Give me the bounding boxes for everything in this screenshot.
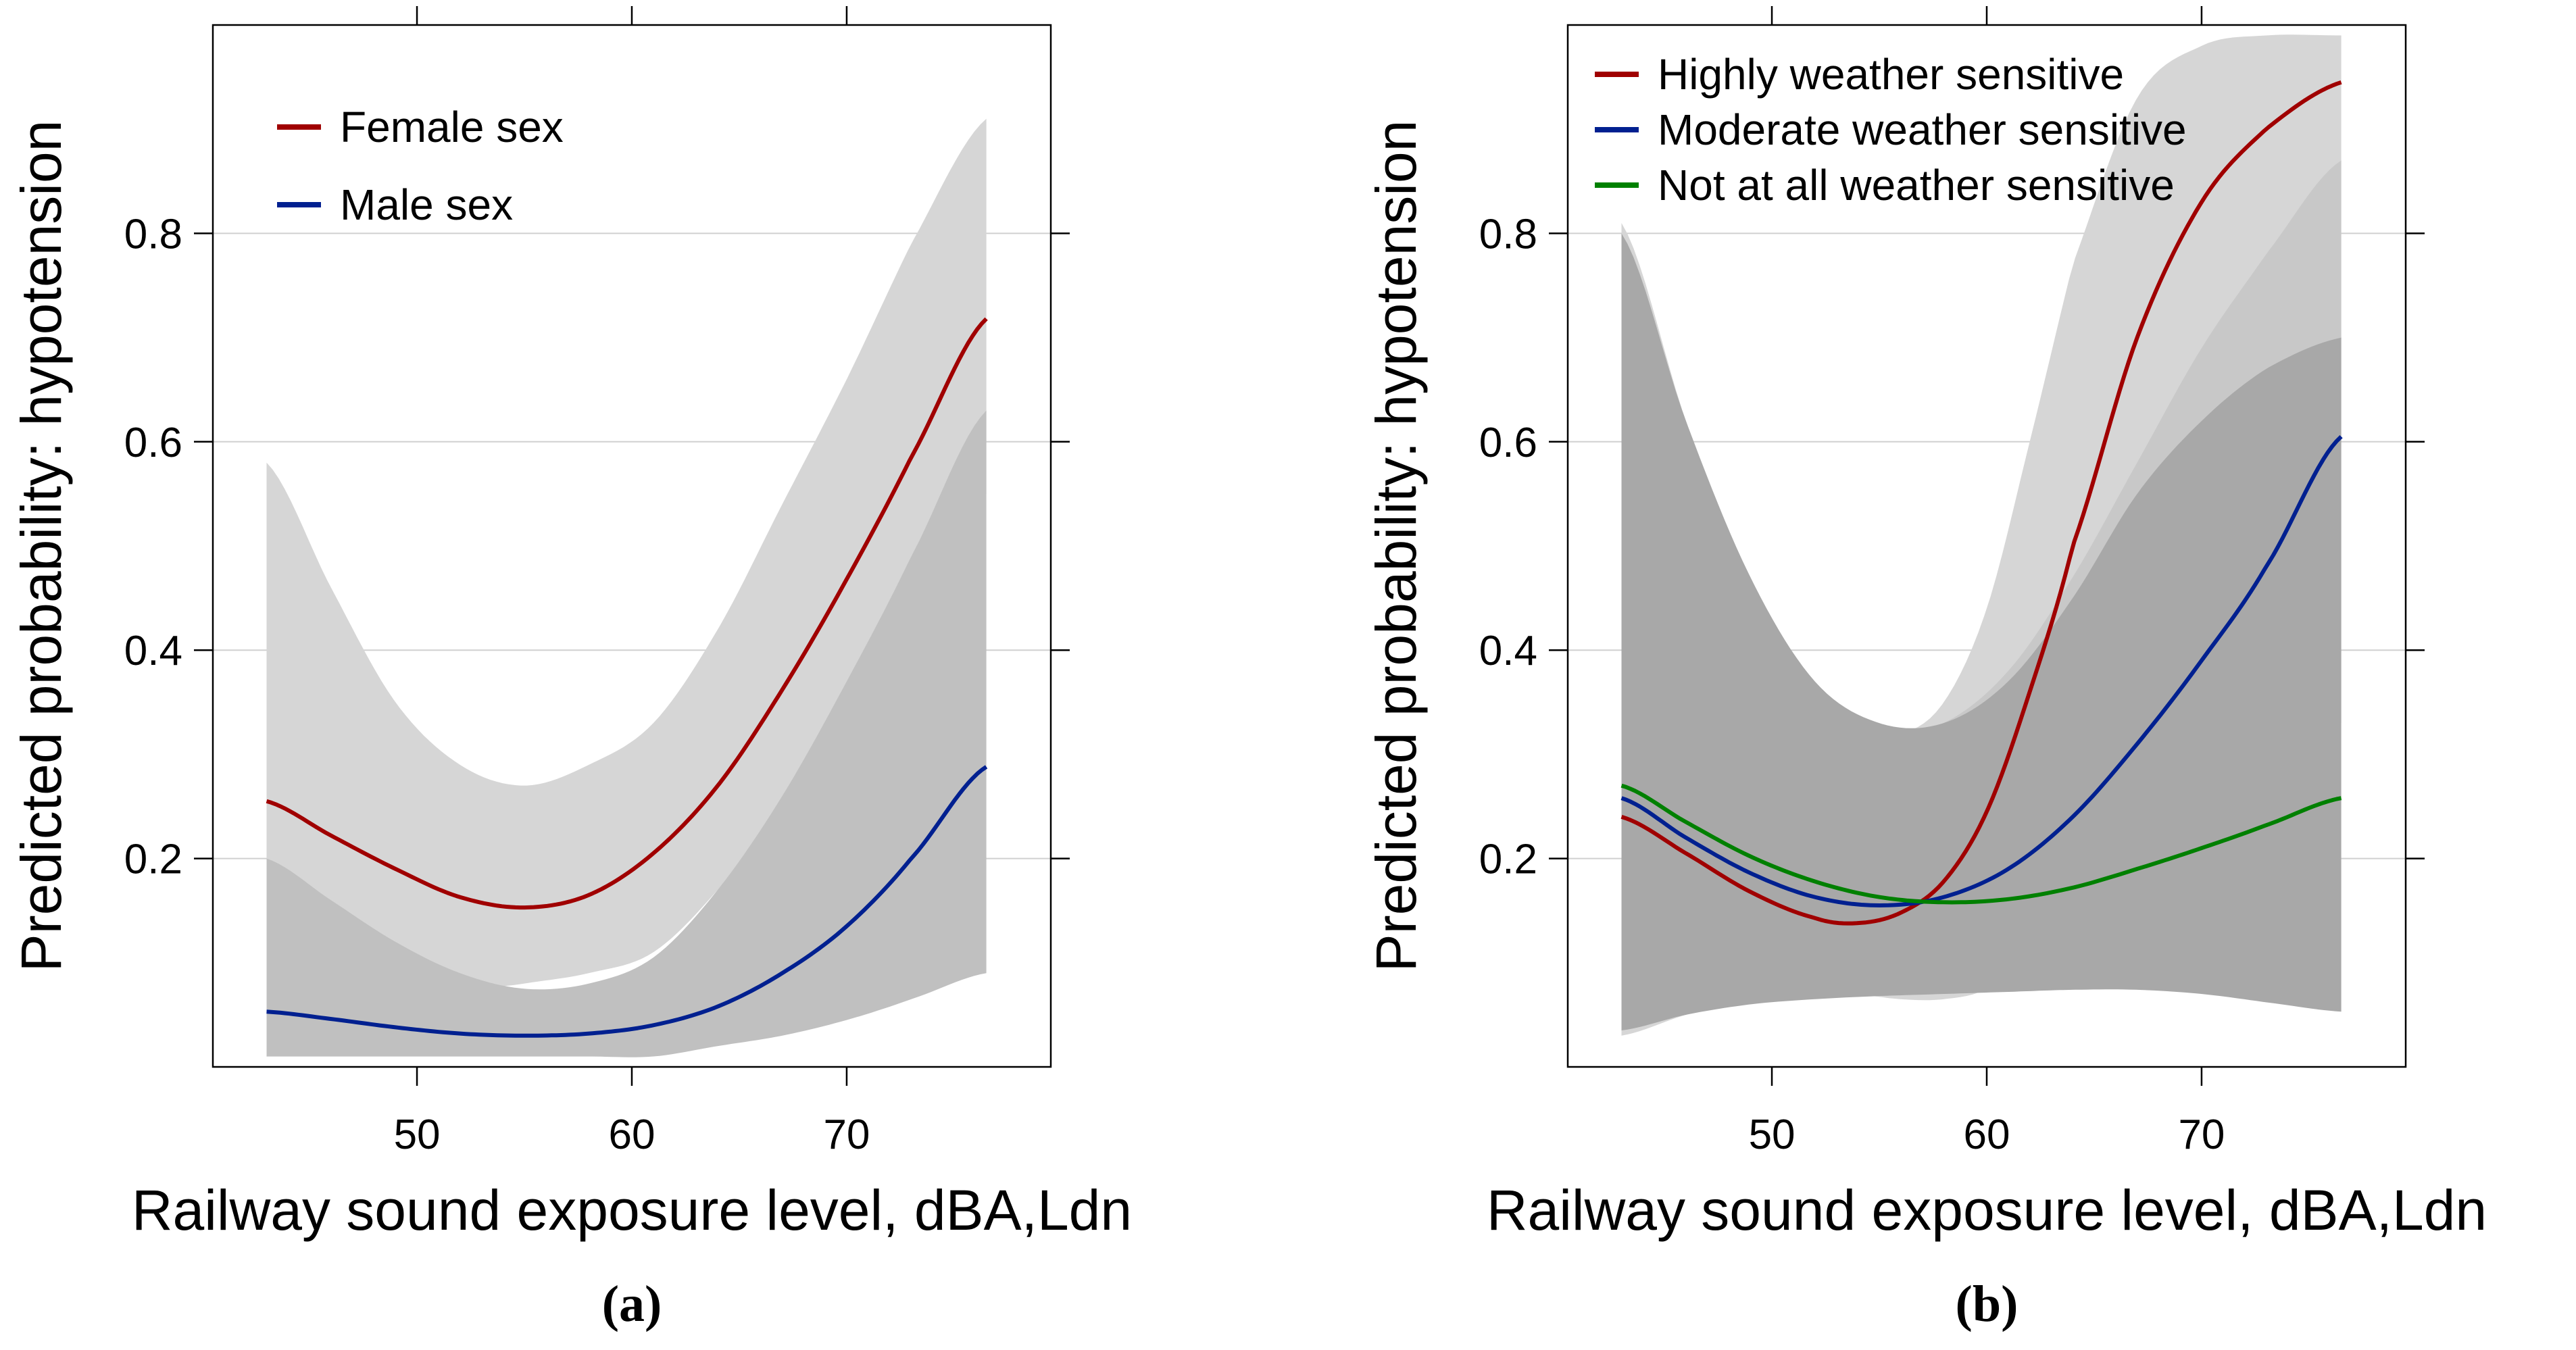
y-tick-label-0: 0.2 (1479, 836, 1537, 883)
panel-a: 50 60 70 0.2 0.4 0.6 0.8 Railway sound exposure… (9, 6, 1132, 1332)
y-tick-label-3: 0.8 (1479, 211, 1537, 257)
ci-band-1 (266, 410, 987, 1057)
x-axis-label: Railway sound exposure level, dBA,Ldn (1487, 1178, 2487, 1242)
ci-band-2 (1621, 233, 2342, 1030)
x-tick-label-2: 70 (823, 1111, 870, 1158)
panel-label: (b) (1956, 1276, 2018, 1332)
x-tick-label-1: 60 (1964, 1111, 2010, 1158)
y-tick-label-2: 0.6 (124, 420, 182, 466)
series-line-0 (266, 317, 988, 910)
legend-label-2: Not at all weather sensitive (1658, 161, 2175, 209)
y-tick-label-2: 0.6 (1479, 420, 1537, 466)
y-tick-label-3: 0.8 (124, 211, 182, 257)
y-axis-label: Predicted probability: hypotension (9, 120, 73, 972)
series-line-1 (1620, 434, 2343, 907)
legend-label-0: Female sex (340, 103, 564, 151)
panel-label: (a) (602, 1276, 662, 1332)
x-tick-label-1: 60 (609, 1111, 655, 1158)
x-tick-label-0: 50 (394, 1111, 441, 1158)
x-axis-label: Railway sound exposure level, dBA,Ldn (132, 1178, 1132, 1242)
legend-label-0: Highly weather sensitive (1658, 50, 2124, 99)
series-line-2 (1620, 783, 2342, 905)
y-tick-label-1: 0.4 (1479, 628, 1537, 674)
y-tick-label-1: 0.4 (124, 628, 182, 674)
legend-label-1: Moderate weather sensitive (1658, 105, 2187, 154)
y-tick-label-0: 0.2 (124, 836, 182, 883)
y-axis-label: Predicted probability: hypotension (1364, 120, 1428, 972)
x-tick-label-0: 50 (1749, 1111, 1795, 1158)
x-tick-label-2: 70 (2178, 1111, 2225, 1158)
series-line-1 (266, 765, 988, 1038)
series-line-0 (1620, 80, 2342, 926)
ci-band-0 (266, 118, 987, 1057)
legend-label-1: Male sex (340, 180, 513, 229)
panel-b: 50 60 70 0.2 0.4 0.6 0.8 Railway sound exposure… (1364, 6, 2487, 1332)
